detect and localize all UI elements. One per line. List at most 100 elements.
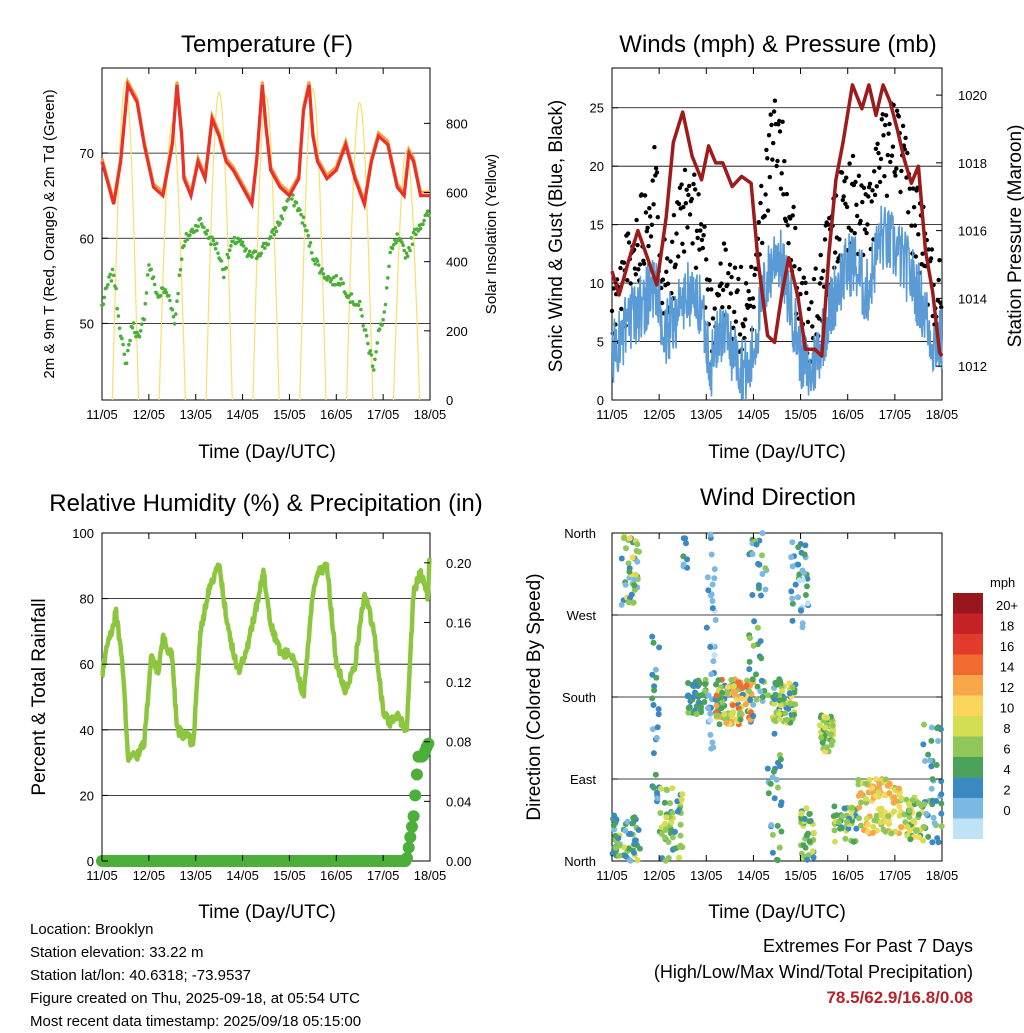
dewpoint-point	[370, 364, 375, 369]
dewpoint-point	[175, 299, 179, 304]
direction-point	[935, 738, 942, 744]
gust-point	[879, 117, 884, 122]
gust-point	[628, 281, 633, 286]
direction-point	[746, 688, 753, 695]
direction-point	[792, 581, 799, 588]
legend-swatch	[953, 675, 983, 696]
y-tick-label: 0	[597, 393, 604, 408]
gust-point	[769, 122, 774, 128]
direction-point	[765, 790, 772, 797]
dewpoint-point	[364, 333, 369, 338]
dewpoint-point	[414, 232, 418, 237]
gust-point	[856, 173, 862, 178]
legend-swatch	[953, 798, 983, 819]
gust-point	[646, 243, 651, 249]
direction-point	[693, 711, 700, 718]
direction-point	[631, 814, 638, 821]
dewpoint-point	[372, 368, 376, 372]
gust-point	[727, 262, 733, 267]
direction-point	[904, 823, 911, 830]
gust-point	[813, 266, 818, 271]
direction-point	[896, 803, 903, 810]
gust-point	[664, 269, 669, 274]
dewpoint-point	[284, 205, 288, 210]
direction-point	[789, 684, 796, 691]
dewpoint-point	[366, 341, 370, 346]
gust-point	[880, 112, 885, 117]
dewpoint-point	[151, 275, 156, 279]
direction-point	[655, 706, 662, 713]
gust-point	[756, 220, 761, 225]
direction-point	[913, 827, 919, 834]
dewpoint-point	[116, 314, 121, 318]
gust-point	[760, 240, 765, 246]
direction-point	[828, 731, 834, 738]
gust-point	[619, 306, 624, 312]
direction-point	[829, 722, 836, 729]
direction-point	[798, 850, 805, 857]
direction-point	[650, 702, 657, 708]
gust-point	[865, 222, 870, 227]
dewpoint-point	[416, 229, 421, 233]
gust-point	[698, 222, 704, 227]
direction-point	[713, 712, 720, 719]
gust-point	[671, 213, 677, 218]
y2-tick-label: 200	[446, 324, 468, 339]
dewpoint-point	[179, 257, 184, 262]
direction-point	[928, 763, 935, 770]
direction-point	[898, 824, 904, 830]
gust-point	[660, 277, 666, 282]
direction-point	[755, 582, 762, 589]
gust-point	[881, 133, 886, 138]
gust-point	[698, 228, 703, 233]
dewpoint-point	[205, 228, 210, 233]
direction-point	[683, 540, 689, 547]
dewpoint-point	[106, 283, 110, 287]
solar-line	[346, 101, 374, 401]
dewpoint-point	[272, 232, 277, 237]
direction-point	[662, 827, 669, 833]
legend-swatch	[953, 818, 983, 839]
dewpoint-point	[302, 223, 307, 228]
direction-point	[663, 814, 670, 821]
direction-point	[610, 822, 617, 829]
dewpoint-point	[104, 285, 109, 290]
gust-point	[737, 332, 743, 337]
winds-pressure-panel: Winds (mph) & Pressure (mb) 0 5 10 15 20 25 1…	[546, 31, 1024, 463]
dewpoint-point	[421, 222, 425, 226]
direction-point	[776, 844, 783, 851]
gust-point	[686, 192, 691, 198]
dewpoint-point	[144, 291, 149, 295]
direction-point	[728, 677, 735, 683]
gust-point	[887, 121, 892, 127]
dewpoint-point	[219, 259, 224, 263]
direction-point	[882, 818, 889, 825]
legend-label: 12	[1000, 680, 1014, 695]
direction-point	[657, 785, 664, 792]
direction-point	[654, 795, 661, 802]
dewpoint-point	[137, 334, 142, 339]
precip-series	[96, 737, 435, 867]
direction-point	[609, 850, 616, 857]
gust-point	[785, 223, 790, 228]
dewpoint-point	[167, 293, 171, 298]
direction-point	[792, 701, 799, 708]
y2-tick-label: 1012	[958, 359, 987, 374]
direction-point	[778, 828, 785, 835]
recent-text: Most recent data timestamp: 2025/09/18 0…	[30, 1013, 362, 1030]
dewpoint-point	[111, 273, 116, 278]
direction-point	[818, 734, 825, 741]
direction-point	[680, 561, 687, 568]
gust-point	[687, 212, 693, 217]
gust-point	[647, 206, 652, 211]
dewpoint-point	[127, 342, 131, 347]
gust-point	[772, 98, 778, 103]
temperature-x-ticks: 11/05 12/05 13/05 14/05 15/05 16/05 17/05 18/05	[86, 68, 446, 422]
gust-point	[861, 185, 867, 191]
gust-point	[770, 157, 775, 162]
direction-point	[711, 575, 718, 582]
direction-point	[773, 776, 780, 783]
gust-point	[726, 305, 732, 310]
direction-point	[795, 561, 802, 568]
gust-point	[792, 264, 797, 269]
